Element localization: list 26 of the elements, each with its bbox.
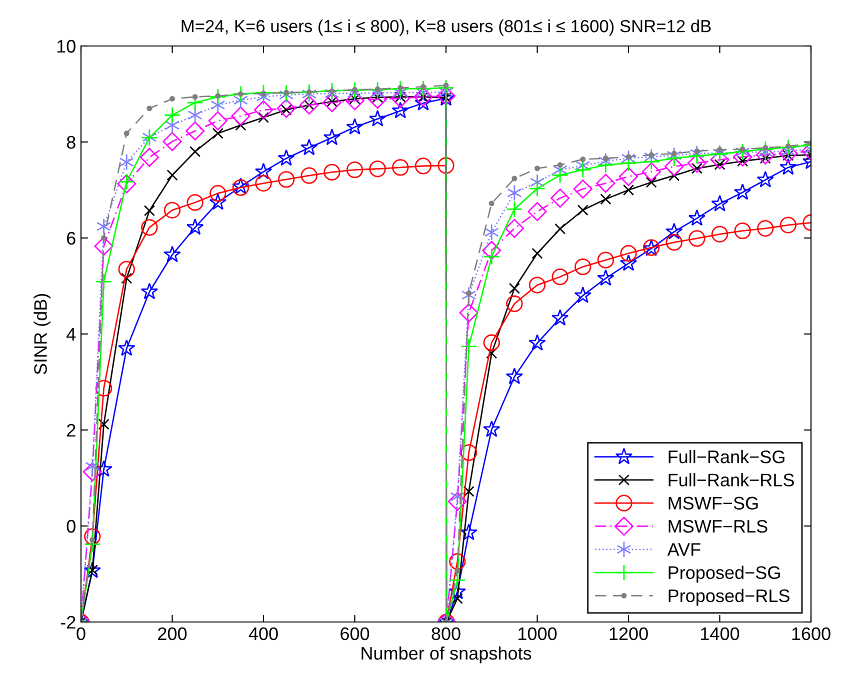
y-tick-label: -2 bbox=[60, 616, 76, 629]
x-tick-label: 1400 bbox=[701, 627, 740, 640]
x-tick-label: 200 bbox=[158, 627, 187, 640]
y-tick-label: 8 bbox=[66, 136, 76, 149]
y-axis-title: SINR (dB) bbox=[34, 294, 50, 374]
x-tick-label: 0 bbox=[76, 627, 86, 640]
y-tick-label: 10 bbox=[57, 40, 76, 53]
x-tick-label: 600 bbox=[340, 627, 370, 640]
legend-label: AVF bbox=[667, 543, 700, 556]
legend-label: Proposed−RLS bbox=[668, 588, 790, 606]
x-tick-label: 1200 bbox=[610, 627, 648, 640]
legend-label: Full−Rank−SG bbox=[668, 450, 784, 464]
x-tick-label: 400 bbox=[248, 627, 278, 640]
y-tick-label: 0 bbox=[66, 520, 76, 533]
chart-title: M=24, K=6 users (1≤ i ≤ 800), K=8 users (801≤ i ≤ 1600) SNR=12 dB bbox=[182, 20, 711, 36]
legend-label: Full−Rank−RLS bbox=[668, 473, 794, 486]
y-tick-label: 4 bbox=[66, 328, 76, 341]
x-axis-title: Number of snapshots bbox=[362, 646, 532, 664]
x-tick-label: 800 bbox=[432, 627, 460, 640]
legend-label: Proposed−SG bbox=[668, 566, 780, 583]
x-tick-label: 1600 bbox=[792, 627, 830, 640]
legend-label: MSWF−SG bbox=[668, 496, 758, 510]
y-tick-label: 6 bbox=[67, 232, 76, 245]
x-tick-label: 1000 bbox=[518, 627, 557, 640]
y-tick-label: 2 bbox=[67, 424, 76, 437]
legend-label: MSWF−RLS bbox=[668, 520, 768, 533]
